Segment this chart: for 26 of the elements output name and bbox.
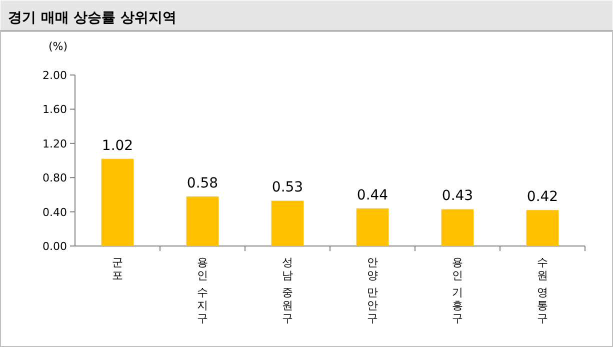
- data-label: 0.58: [186, 175, 218, 192]
- data-label: 0.44: [356, 187, 388, 204]
- y-tick-label: 2.00: [42, 69, 67, 82]
- x-tick-label: 군포: [112, 256, 123, 282]
- bar: [271, 200, 304, 246]
- y-tick-label: 0.40: [42, 206, 67, 219]
- bar: [356, 208, 389, 246]
- x-tick-label: 용인 기흥구: [452, 256, 463, 325]
- bar: [526, 210, 559, 246]
- y-tick-label: 0.00: [42, 240, 67, 253]
- data-label: 0.43: [442, 188, 474, 204]
- chart-title: 경기 매매 상승률 상위지역: [8, 10, 177, 26]
- data-label: 0.53: [272, 180, 304, 196]
- x-tick-label: 성남 중원구: [282, 256, 293, 325]
- bar: [186, 196, 219, 246]
- y-tick-label: 0.80: [42, 172, 67, 185]
- bar: [441, 209, 474, 246]
- data-label: 1.02: [102, 138, 134, 154]
- y-tick-label: 1.60: [42, 103, 67, 116]
- x-tick-label: 용인 수지구: [197, 256, 208, 325]
- bar: [101, 158, 134, 246]
- x-tick-label: 수원 영통구: [537, 256, 548, 325]
- x-tick-label: 안양 만안구: [367, 256, 378, 325]
- y-tick-label: 1.20: [42, 137, 67, 150]
- data-label: 0.42: [526, 189, 558, 206]
- y-axis-title: (%): [48, 40, 68, 53]
